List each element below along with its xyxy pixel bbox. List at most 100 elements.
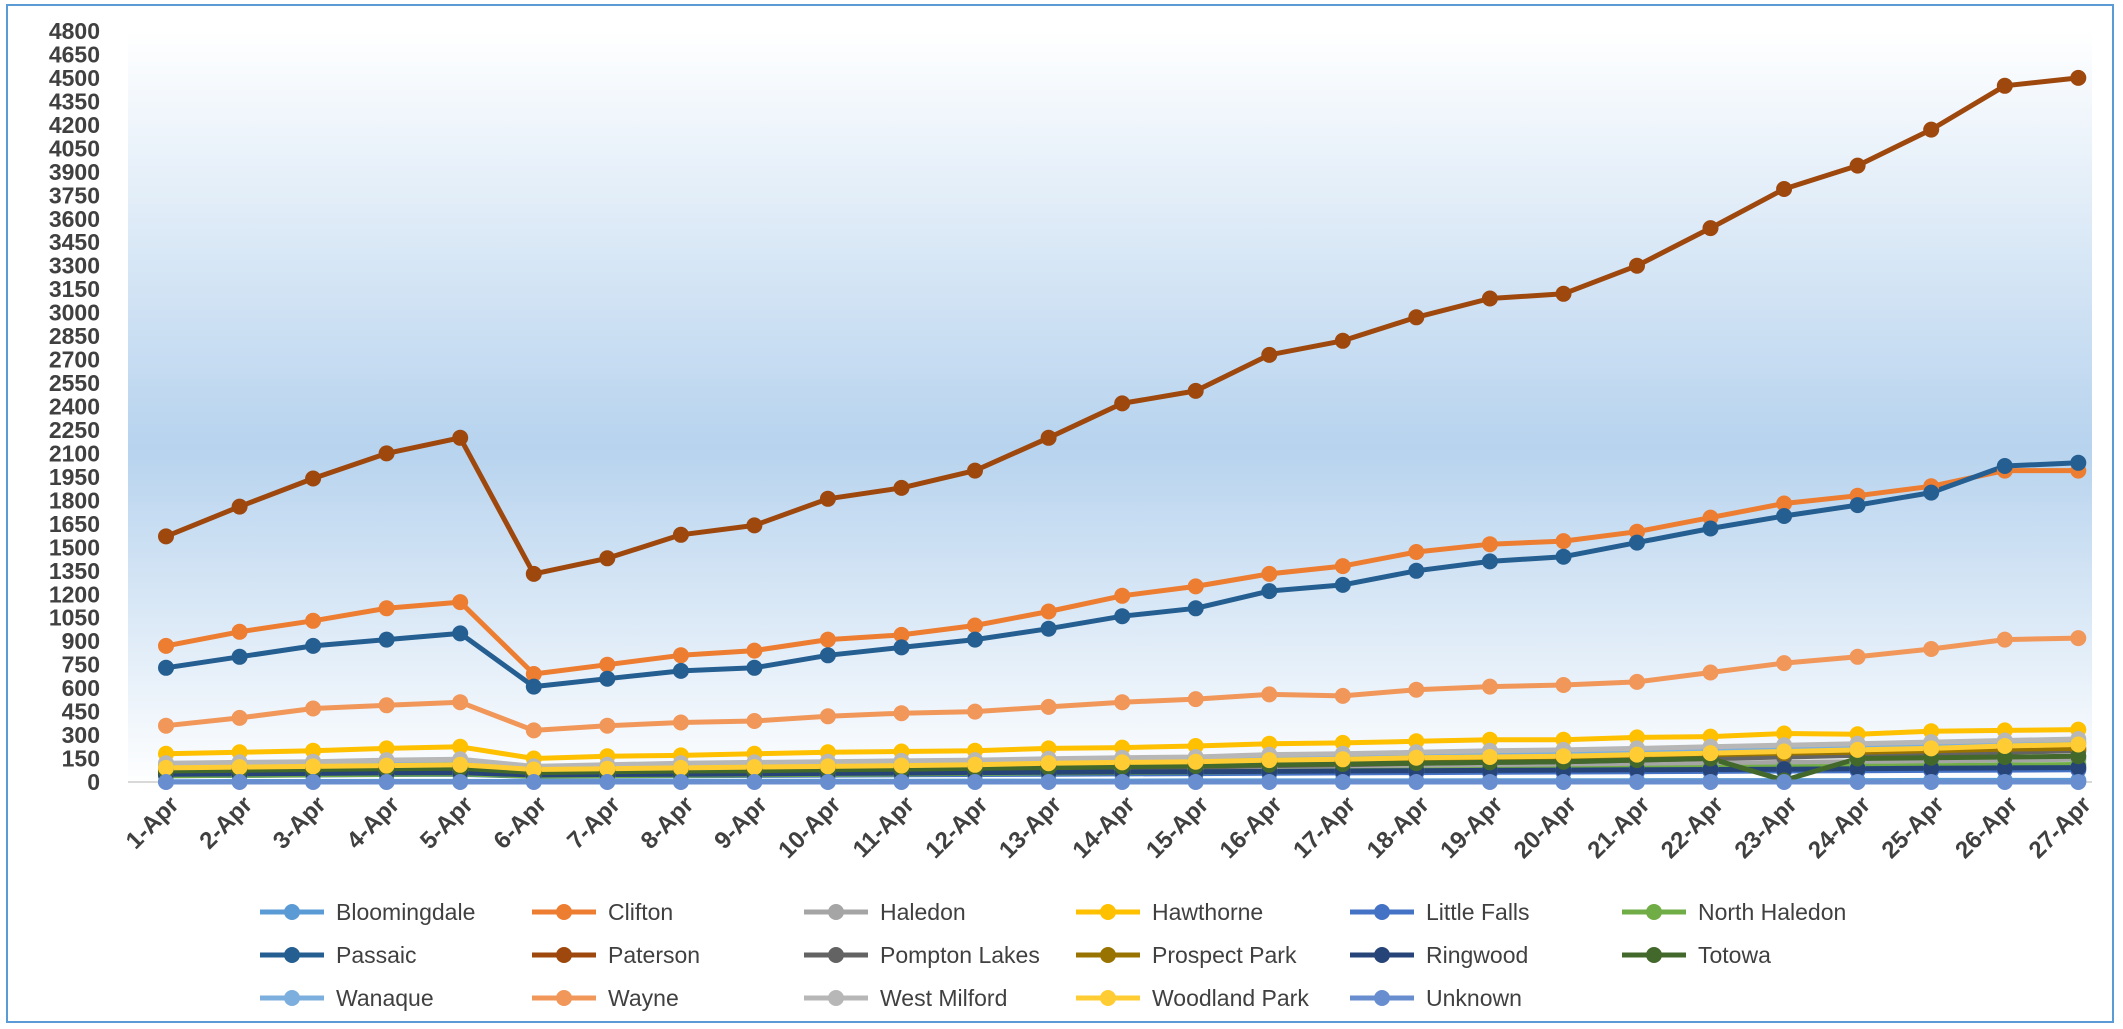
legend-label: Paterson (608, 942, 700, 968)
data-point (1996, 749, 2013, 765)
data-point (1040, 620, 1057, 637)
data-point (1334, 558, 1351, 575)
data-point (305, 637, 322, 654)
data-point (1261, 565, 1278, 582)
x-tick-label: 1-Apr (121, 791, 184, 854)
legend-label: West Milford (880, 985, 1007, 1011)
x-tick-label: 27-Apr (2024, 791, 2097, 864)
legend-marker (1100, 990, 1116, 1006)
data-point (1629, 729, 1645, 746)
y-tick-label: 1050 (49, 605, 100, 631)
x-tick-label: 23-Apr (1729, 791, 1802, 864)
legend-label: Haledon (880, 899, 966, 925)
data-point (1408, 562, 1425, 579)
legend-label: Prospect Park (1152, 942, 1297, 968)
data-point (1187, 738, 1204, 754)
legend-label: Pompton Lakes (880, 942, 1040, 968)
data-point (378, 697, 395, 714)
data-point (1261, 686, 1278, 703)
y-tick-label: 4650 (49, 41, 100, 67)
data-point (452, 756, 469, 773)
y-tick-label: 4350 (49, 88, 100, 114)
y-tick-label: 1950 (49, 464, 100, 490)
data-point (819, 647, 836, 664)
legend-marker (284, 990, 300, 1006)
data-point (1776, 655, 1793, 672)
x-tick-label: 7-Apr (562, 791, 625, 854)
y-tick-label: 3150 (49, 276, 100, 302)
y-tick-label: 4500 (49, 65, 100, 91)
data-point (1187, 753, 1204, 770)
data-point (599, 717, 616, 734)
data-point (1555, 774, 1572, 790)
legend-label: Wayne (608, 985, 679, 1011)
legend-label: Clifton (608, 899, 673, 925)
legend-marker (1374, 990, 1390, 1006)
data-point (525, 678, 542, 695)
data-point (1187, 774, 1204, 790)
x-tick-label: 9-Apr (709, 791, 772, 854)
data-point (1187, 578, 1204, 595)
legend-marker (828, 947, 844, 963)
data-point (967, 462, 983, 479)
data-point (525, 666, 542, 682)
data-point (2070, 454, 2087, 471)
data-point (2070, 69, 2087, 86)
x-tick-label: 20-Apr (1509, 791, 1582, 864)
x-tick-label: 21-Apr (1582, 791, 1655, 864)
y-tick-label: 3600 (49, 206, 100, 232)
data-point (158, 717, 174, 734)
y-tick-label: 2250 (49, 417, 100, 443)
data-point (672, 774, 689, 790)
data-point (967, 703, 983, 720)
data-point (1040, 755, 1057, 772)
data-point (1261, 752, 1278, 769)
data-point (967, 631, 983, 648)
legend-marker (284, 947, 300, 963)
data-point (1996, 774, 2013, 790)
data-point (2070, 736, 2087, 753)
x-tick-label: 24-Apr (1803, 791, 1876, 864)
x-tick-label: 17-Apr (1288, 791, 1361, 864)
y-tick-label: 1200 (49, 581, 100, 607)
data-point (1114, 608, 1131, 625)
data-point (893, 774, 910, 790)
data-point (1555, 285, 1572, 302)
data-point (305, 700, 322, 717)
data-point (378, 631, 395, 648)
x-tick-label: 25-Apr (1877, 791, 1950, 864)
data-point (452, 625, 469, 642)
x-tick-label: 11-Apr (848, 791, 920, 863)
data-point (1923, 641, 1940, 657)
legend-marker (828, 904, 844, 920)
data-point (1629, 534, 1645, 551)
y-tick-label: 1500 (49, 534, 100, 560)
legend-marker (1646, 904, 1662, 920)
data-point (1334, 332, 1351, 349)
data-point (1408, 774, 1425, 790)
x-tick-label: 15-Apr (1141, 791, 1214, 864)
legend-label: Totowa (1698, 942, 1771, 968)
data-point (1481, 290, 1498, 307)
x-tick-label: 14-Apr (1068, 791, 1141, 864)
data-point (231, 498, 248, 515)
data-point (819, 708, 836, 725)
x-axis: 1-Apr 2-Apr 3-Apr 4-Apr 5-Apr 6-Apr 7-Apr 8-Apr… (121, 791, 2097, 864)
data-point (893, 479, 910, 496)
data-point (305, 758, 322, 775)
y-tick-label: 450 (62, 699, 100, 725)
legend-marker (556, 990, 572, 1006)
data-point (1334, 576, 1351, 593)
data-point (1408, 733, 1425, 750)
data-point (378, 600, 395, 617)
data-point (1114, 587, 1131, 604)
data-point (1334, 687, 1351, 704)
data-point (672, 662, 689, 679)
data-point (1923, 740, 1940, 757)
data-point (1040, 429, 1057, 446)
data-point (1481, 553, 1498, 570)
data-point (1996, 738, 2013, 754)
data-point (1555, 748, 1572, 765)
data-point (1776, 761, 1793, 778)
data-point (1923, 484, 1940, 501)
